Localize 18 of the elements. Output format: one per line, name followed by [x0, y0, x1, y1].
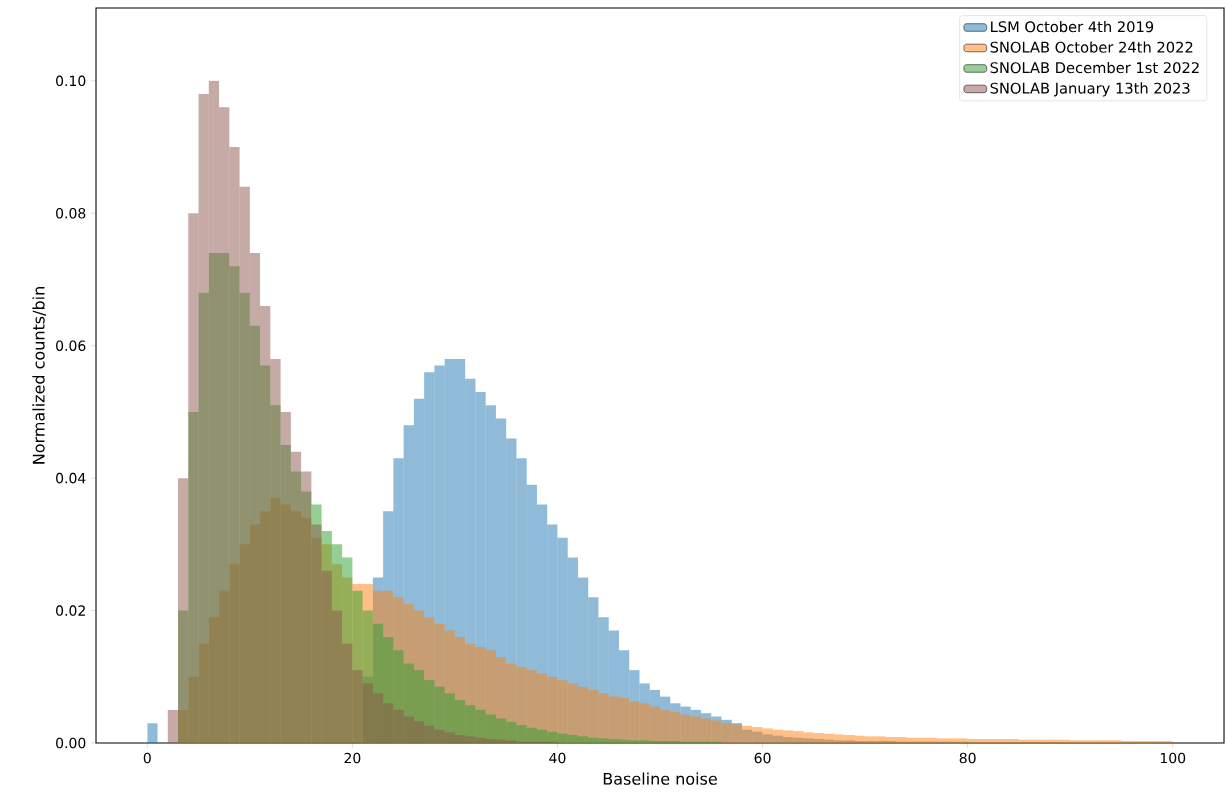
x-tick-label: 80	[959, 752, 976, 764]
legend-label: SNOLAB December 1st 2022	[990, 61, 1199, 74]
x-tick-label: 40	[549, 752, 566, 764]
x-tick-label: 0	[143, 752, 151, 764]
x-axis-title: Baseline noise	[603, 772, 717, 785]
x-tick-label: 60	[754, 752, 771, 764]
y-tick-label: 0.02	[56, 605, 85, 616]
y-tick-label: 0.06	[56, 340, 86, 351]
y-tick-label: 0.00	[56, 737, 86, 749]
y-tick-label: 0.04	[56, 472, 86, 484]
y-axis-title: Normalized counts/bin	[32, 287, 46, 464]
legend-label: SNOLAB January 13th 2023	[990, 82, 1190, 97]
legend-label: SNOLAB October 24th 2022	[990, 41, 1193, 53]
y-tick-label: 0.08	[56, 207, 86, 219]
legend-label: LSM October 4th 2019	[991, 20, 1154, 33]
y-tick-label: 0.10	[56, 75, 86, 87]
x-tick-label: 20	[344, 752, 361, 764]
x-tick-label: 100	[1160, 752, 1186, 764]
